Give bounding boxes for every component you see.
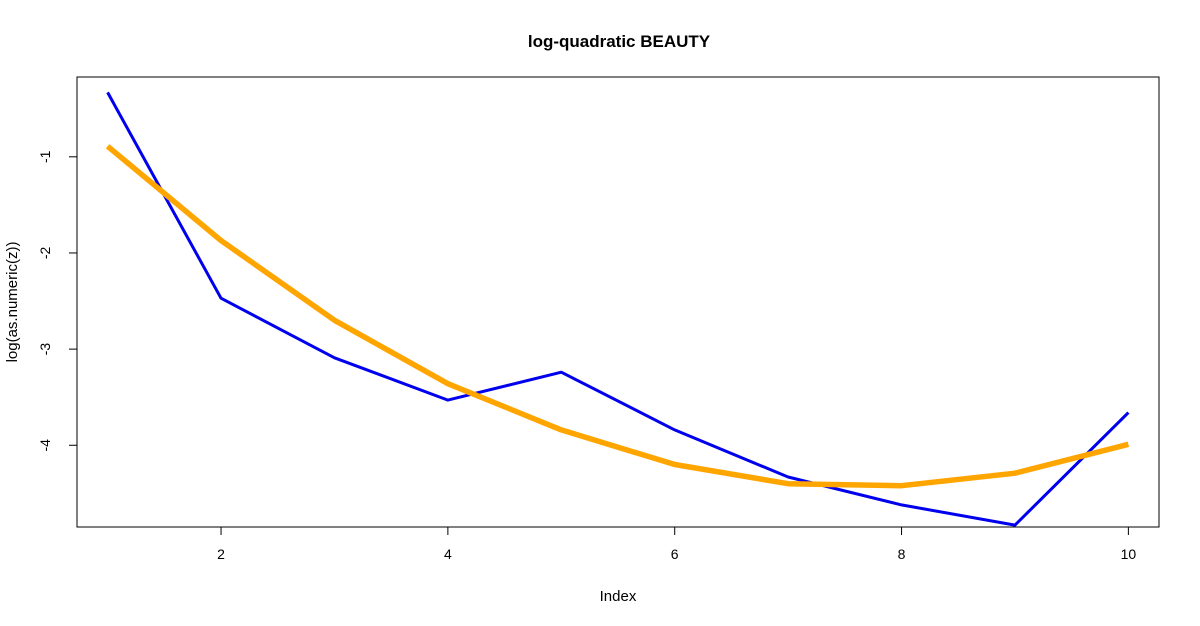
series-layer [105,91,1130,527]
y-tick-label: -4 [37,439,53,452]
y-axis: -4 -3 -2 -1 [37,150,78,452]
y-tick-label: -1 [37,150,53,163]
y-tick-label: -3 [37,343,53,356]
x-tick-label: 10 [1121,546,1137,562]
series-line-1 [106,91,1130,527]
chart-title: log-quadratic BEAUTY [528,32,711,51]
x-axis-label: Index [600,588,637,605]
x-tick-label: 2 [217,546,225,562]
plot-frame [76,76,1160,528]
series-line-2 [105,144,1130,489]
x-tick-label: 4 [444,546,452,562]
x-tick-label: 6 [671,546,679,562]
y-tick-label: -2 [37,247,53,260]
y-axis-label: log(as.numeric(z)) [4,242,21,363]
x-tick-label: 8 [898,546,906,562]
x-axis: 2 4 6 8 10 [217,526,1137,562]
